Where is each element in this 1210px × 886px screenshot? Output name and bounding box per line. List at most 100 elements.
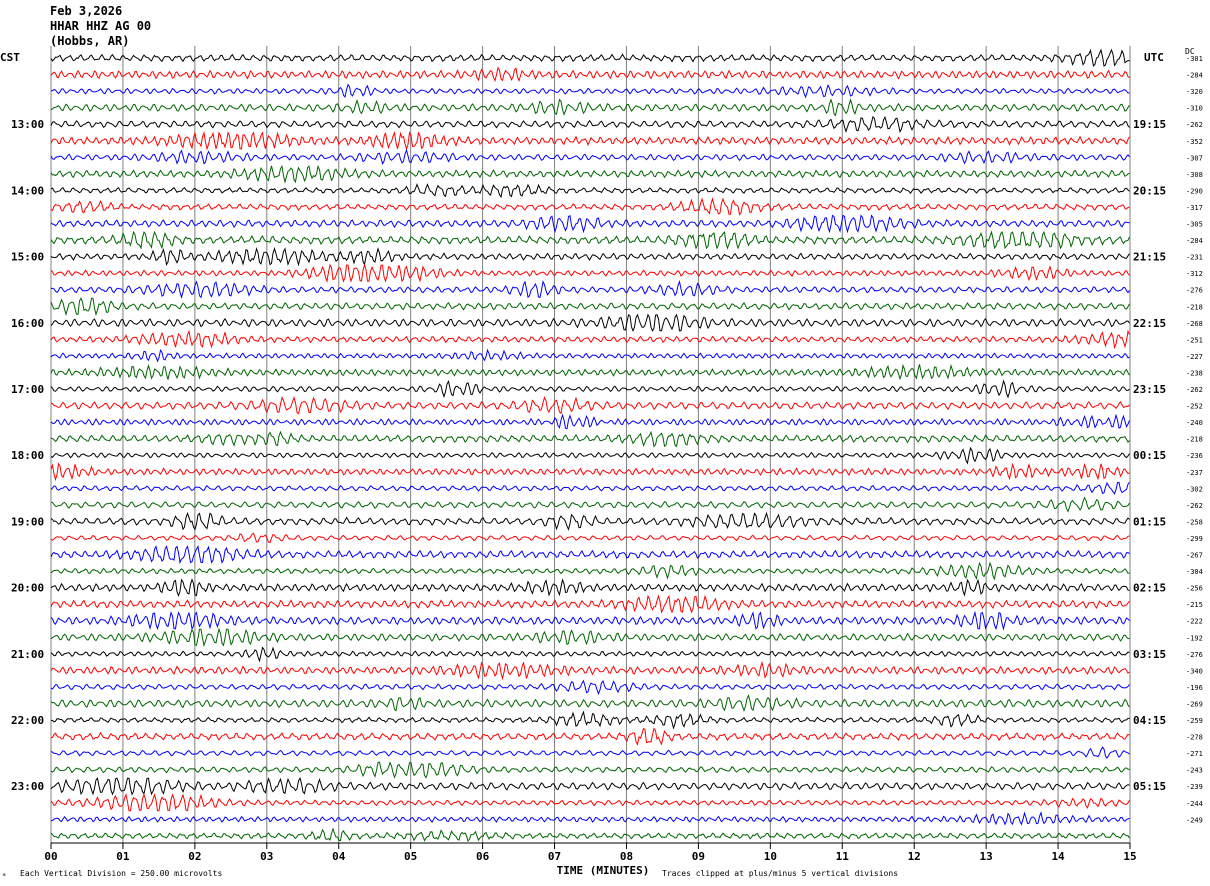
dc-offset-label: -290	[1186, 187, 1203, 195]
x-tick-label: 05	[404, 850, 417, 863]
trace-row-33	[50, 578, 1130, 598]
trace-row-3	[50, 83, 1130, 99]
left-hour-label: 21:00	[11, 648, 44, 661]
clip-note: Traces clipped at plus/minus 5 vertical …	[662, 869, 898, 878]
left-hour-label: 16:00	[11, 317, 44, 330]
dc-offset-label: -259	[1186, 717, 1203, 725]
right-hour-label: 22:15	[1133, 317, 1166, 330]
trace-row-2	[50, 66, 1130, 83]
trace-row-1	[50, 48, 1130, 67]
trace-row-26	[50, 462, 1130, 482]
trace-row-15	[50, 279, 1130, 299]
trace-row-25	[50, 446, 1130, 465]
trace-row-34	[50, 594, 1130, 614]
trace-row-31	[50, 545, 1130, 565]
right-hour-label: 01:15	[1133, 515, 1166, 528]
dc-offset-labels: -301 -284 -320 -310 -262 -352 -307 -308 -290 -317…	[1186, 55, 1203, 824]
right-hour-labels: 19:15 20:15 21:15 22:15 23:15 00:15 01:15 02:15…	[1133, 118, 1166, 793]
x-tick-label: 11	[836, 850, 850, 863]
trace-row-45	[50, 776, 1130, 796]
dc-offset-label: -215	[1186, 601, 1203, 609]
x-tick-label: 04	[332, 850, 346, 863]
trace-row-12	[50, 230, 1130, 250]
dc-offset-label: -258	[1186, 518, 1203, 526]
right-hour-label: 20:15	[1133, 184, 1166, 197]
x-tick-label: 09	[692, 850, 705, 863]
trace-row-19	[50, 348, 1130, 363]
trace-row-21	[50, 379, 1130, 399]
x-tick-label: 03	[260, 850, 273, 863]
dc-offset-label: -237	[1186, 469, 1203, 477]
trace-row-35	[50, 610, 1130, 631]
x-tick-label: 12	[908, 850, 921, 863]
right-hour-label: 02:15	[1133, 582, 1166, 595]
dc-offset-label: -251	[1186, 336, 1203, 344]
trace-row-9	[50, 183, 1130, 199]
dc-offset-label: -238	[1186, 369, 1203, 377]
x-tick-label: 01	[116, 850, 130, 863]
trace-row-48	[50, 827, 1130, 843]
trace-row-42	[50, 727, 1130, 746]
dc-offset-label: -244	[1186, 800, 1203, 808]
x-axis-label: TIME (MINUTES)	[557, 864, 650, 877]
dc-offset-label: -262	[1186, 386, 1203, 394]
dc-offset-label: -192	[1186, 634, 1203, 642]
header-location: (Hobbs, AR)	[50, 34, 130, 48]
right-hour-label: 19:15	[1133, 118, 1166, 131]
seismic-traces	[50, 48, 1130, 843]
trace-row-40	[50, 694, 1130, 713]
dc-offset-label: -249	[1186, 816, 1203, 824]
trace-row-24	[50, 430, 1130, 448]
trace-row-18	[50, 329, 1130, 350]
dc-offset-label: -320	[1186, 88, 1203, 96]
dc-offset-label: -301	[1186, 55, 1203, 63]
trace-row-27	[50, 481, 1130, 495]
dc-offset-label: -299	[1186, 535, 1203, 543]
dc-offset-label: -276	[1186, 651, 1203, 659]
dc-offset-label: -236	[1186, 452, 1203, 460]
dc-offset-label: -262	[1186, 121, 1203, 129]
left-hour-label: 15:00	[11, 251, 44, 264]
trace-row-14	[50, 263, 1130, 283]
trace-row-6	[50, 130, 1130, 151]
trace-row-30	[50, 532, 1130, 544]
dc-offset-label: -267	[1186, 552, 1203, 560]
dc-offset-label: -302	[1186, 485, 1203, 493]
dc-offset-label: -269	[1186, 700, 1203, 708]
dc-offset-label: -278	[1186, 734, 1203, 742]
x-tick-label: 02	[188, 850, 201, 863]
x-axis-ticks: 00 01 02 03 04 05 06 07 08 09 10 11 12 13 14 15	[44, 842, 1137, 863]
x-tick-label: 00	[44, 850, 57, 863]
dc-offset-label: -310	[1186, 105, 1203, 113]
trace-row-7	[50, 148, 1130, 165]
trace-row-20	[50, 363, 1130, 381]
x-tick-label: 14	[1051, 850, 1065, 863]
left-hour-label: 23:00	[11, 780, 44, 793]
dc-offset-label: -218	[1186, 303, 1203, 311]
trace-row-47	[50, 811, 1130, 826]
dc-offset-label: -239	[1186, 783, 1203, 791]
trace-row-46	[50, 793, 1130, 812]
right-hour-label: 03:15	[1133, 648, 1166, 661]
trace-row-10	[50, 197, 1130, 216]
dc-offset-label: -252	[1186, 403, 1203, 411]
dc-offset-label: -262	[1186, 502, 1203, 510]
trace-row-4	[50, 98, 1130, 117]
trace-row-22	[50, 395, 1130, 415]
x-tick-label: 08	[620, 850, 633, 863]
left-hour-label: 17:00	[11, 383, 44, 396]
dc-offset-label: -352	[1186, 138, 1203, 146]
left-hour-label: 14:00	[11, 184, 44, 197]
corner-mark: *	[2, 872, 6, 880]
trace-row-38	[50, 660, 1130, 681]
dc-offset-label: -307	[1186, 154, 1203, 162]
x-tick-label: 10	[764, 850, 777, 863]
x-tick-label: 15	[1123, 850, 1136, 863]
dc-offset-label: -218	[1186, 436, 1203, 444]
dc-offset-label: -304	[1186, 568, 1203, 576]
scale-note: Each Vertical Division = 250.00 microvol…	[20, 869, 222, 878]
dc-offset-label: -196	[1186, 684, 1203, 692]
header-station: HHAR HHZ AG 00	[50, 19, 152, 33]
dc-offset-label: -256	[1186, 585, 1203, 593]
